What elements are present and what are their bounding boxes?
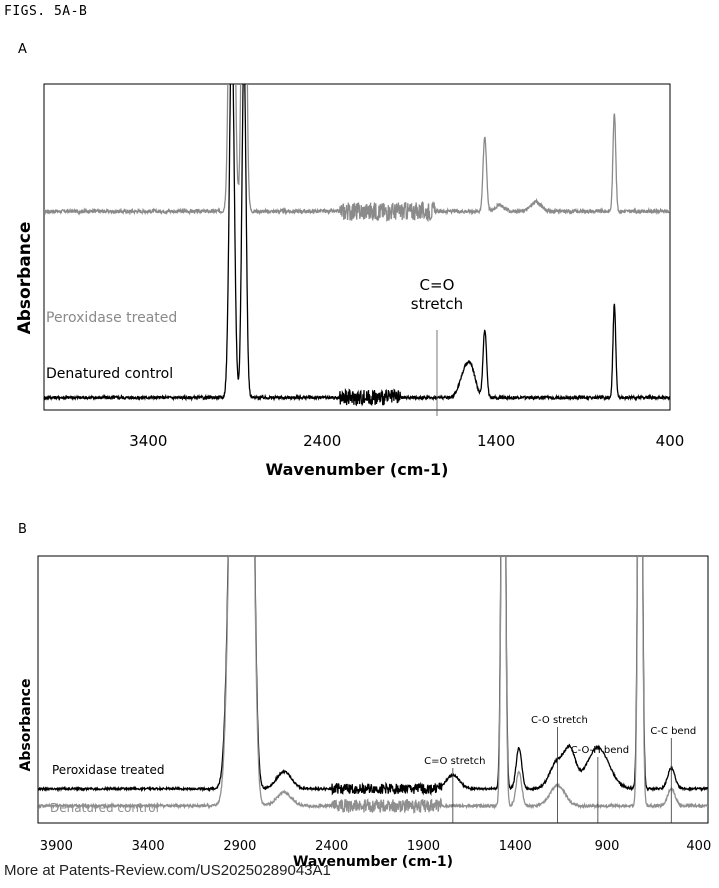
y-axis-label: Absorbance bbox=[15, 222, 35, 335]
x-tick-label: 1400 bbox=[477, 432, 515, 450]
legend-label: Peroxidase treated bbox=[52, 763, 165, 777]
x-tick-label: 3400 bbox=[132, 839, 165, 854]
legend-label: Denatured control bbox=[50, 801, 159, 815]
annotation-label: C=O stretch bbox=[424, 756, 485, 767]
x-tick-label: 400 bbox=[656, 432, 685, 450]
legend-label: Peroxidase treated bbox=[46, 310, 177, 326]
x-tick-label: 1900 bbox=[407, 839, 440, 854]
chart-panel-a: Peroxidase treated Denatured control 3400 2… bbox=[15, 83, 685, 479]
series-line-denatured-control bbox=[44, 84, 670, 407]
annotation-label: C-O stretch bbox=[531, 715, 588, 726]
y-axis-label: Absorbance bbox=[18, 679, 34, 772]
plot-frame bbox=[37, 555, 709, 824]
series-line-peroxidase-treated bbox=[38, 556, 708, 797]
annotation-label: C-C bend bbox=[650, 726, 696, 737]
annotation-label: C=O bbox=[420, 276, 455, 294]
x-axis-label: Wavenumber (cm-1) bbox=[293, 854, 453, 870]
series-line-denatured-control bbox=[38, 556, 708, 815]
figure-title: FIGS. 5A-B bbox=[4, 4, 88, 19]
x-tick-label: 2900 bbox=[223, 839, 256, 854]
plot-frame bbox=[43, 83, 671, 411]
x-tick-label: 2400 bbox=[315, 839, 348, 854]
panel-label-b: B bbox=[18, 522, 27, 537]
x-tick-label: 3900 bbox=[40, 839, 73, 854]
panel-label-a: A bbox=[18, 42, 27, 57]
series-line-peroxidase-treated bbox=[44, 84, 670, 223]
x-tick-label: 1400 bbox=[499, 839, 532, 854]
legend-label: Denatured control bbox=[46, 366, 173, 382]
x-axis-label: Wavenumber (cm-1) bbox=[266, 460, 449, 479]
x-tick-label: 400 bbox=[686, 839, 711, 854]
annotation-label: stretch bbox=[411, 295, 463, 313]
x-tick-label: 2400 bbox=[303, 432, 341, 450]
x-tick-label: 900 bbox=[595, 839, 620, 854]
x-tick-label: 3400 bbox=[129, 432, 167, 450]
footer-link[interactable]: More at Patents-Review.com/US20250289043… bbox=[4, 862, 331, 879]
annotation-label: C-O-H bend bbox=[571, 745, 630, 756]
